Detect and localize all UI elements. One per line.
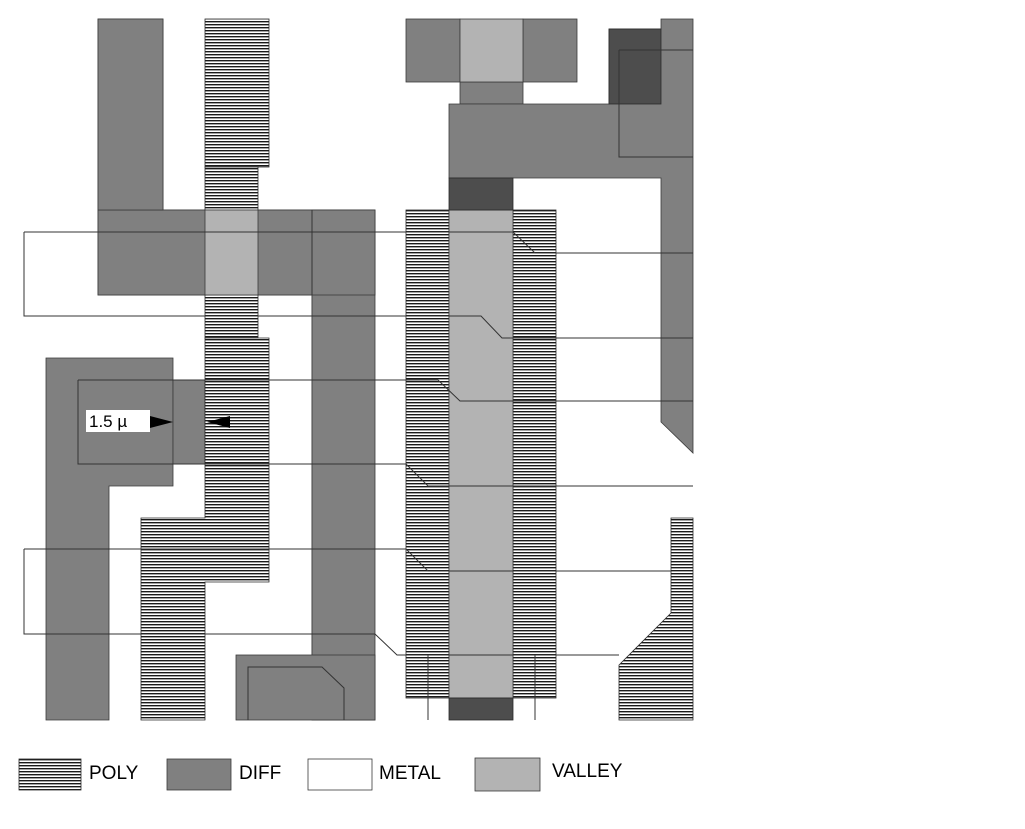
legend-label-valley: VALLEY [552, 761, 623, 782]
poly-bottom-right [618, 517, 694, 721]
dimension-annotation: 1.5 µ [86, 410, 230, 432]
diff-regions [45, 18, 694, 721]
contact-center-bottom [448, 697, 514, 721]
valley-center-column [448, 209, 514, 699]
poly-neck-top [204, 166, 259, 211]
contacts [448, 28, 662, 721]
metal-line-5 [24, 548, 671, 572]
metal-line-6 [23, 549, 619, 656]
legend: POLY DIFF METAL VALLEY [18, 757, 623, 792]
metal-line-3 [78, 379, 693, 402]
poly-column-left [405, 209, 450, 699]
metal-line-2 [23, 232, 693, 339]
legend-label-poly: POLY [89, 763, 139, 784]
poly-regions [140, 18, 694, 721]
valley-top-right [459, 18, 524, 83]
valley-top-left [204, 209, 259, 296]
dimension-arrow-right-icon [150, 416, 173, 428]
metal-line-9 [247, 666, 345, 720]
diff-top-right-b [522, 18, 578, 83]
dimension-label: 1.5 µ [89, 412, 127, 431]
legend-label-metal: METAL [379, 763, 441, 784]
diff-top-right-a [405, 18, 461, 83]
poly-gate-left [140, 337, 270, 721]
dimension-label-box [86, 410, 150, 432]
contact-center-top [448, 177, 514, 211]
metal-line-11 [618, 50, 693, 158]
legend-swatch-diff [166, 758, 232, 791]
contact-top-right [608, 28, 662, 105]
legend-swatch-poly [18, 758, 82, 791]
legend-swatch-metal [307, 758, 373, 791]
metal-line-1 [24, 231, 693, 254]
diff-contact-pad [172, 379, 206, 465]
poly-column-right [512, 209, 557, 699]
legend-swatch-valley [474, 757, 541, 792]
diff-bottom-block [235, 654, 376, 721]
metal-line-4 [77, 380, 693, 487]
valley-regions [204, 18, 524, 699]
legend-label-diff: DIFF [239, 763, 281, 784]
poly-top-column [204, 18, 270, 168]
metal-lines [23, 49, 693, 720]
diff-top-right-neck [459, 81, 524, 105]
diff-top-left-column [97, 18, 164, 211]
